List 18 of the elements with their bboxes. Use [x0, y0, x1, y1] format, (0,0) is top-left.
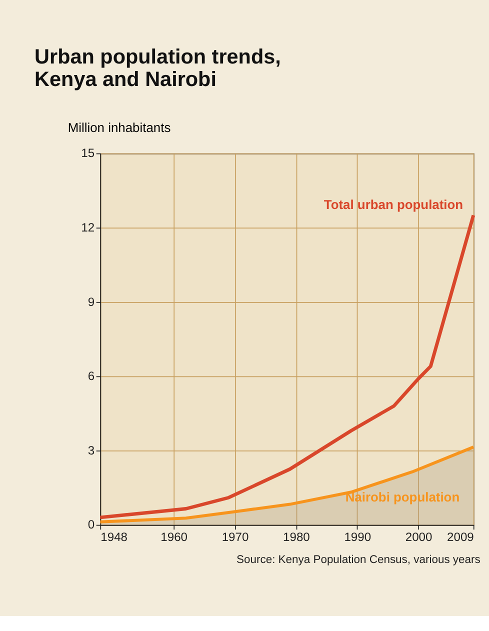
x-tick-label: 1990: [344, 530, 372, 544]
source-note: Source: Kenya Population Census, various years: [236, 554, 481, 566]
x-tick-label: 1980: [283, 530, 310, 544]
x-tick-label: 1948: [100, 530, 128, 544]
series-label: Nairobi population: [345, 490, 460, 505]
x-tick-label: 2000: [405, 530, 433, 544]
x-tick-label: 1960: [160, 530, 188, 544]
chart-title: Urban population trends, Kenya and Nairobi: [34, 46, 281, 91]
y-axis-title: Million inhabitants: [68, 120, 171, 136]
y-tick-label: 0: [88, 518, 95, 532]
x-tick-label: 1970: [222, 530, 249, 544]
y-tick-label: 12: [81, 220, 95, 235]
line-series: [98, 214, 476, 520]
y-tick-label: 6: [88, 369, 95, 384]
y-tick-label: 15: [81, 146, 95, 160]
x-tick-label: 2009: [447, 530, 474, 544]
y-tick-label: 9: [88, 294, 95, 309]
y-tick-label: 3: [88, 443, 95, 458]
